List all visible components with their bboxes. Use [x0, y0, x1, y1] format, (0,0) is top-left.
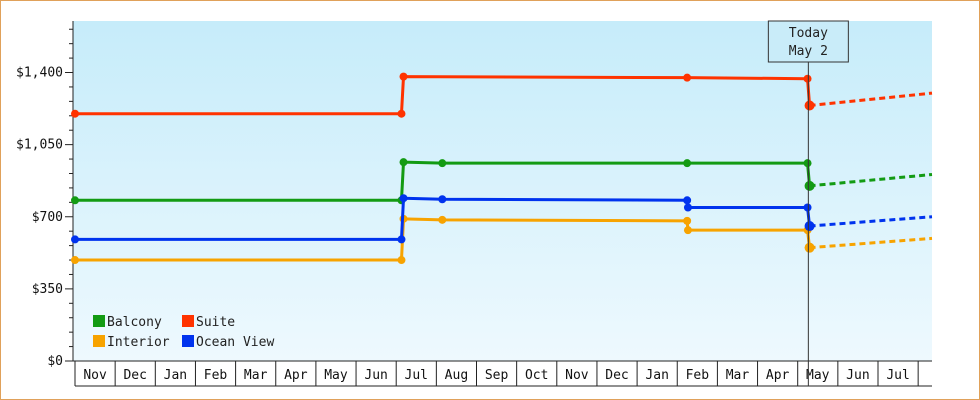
x-tick-label: Mar [244, 368, 268, 383]
data-point[interactable] [438, 195, 447, 204]
x-tick-label: Jun [364, 368, 387, 383]
y-tick-label: $700 [32, 210, 63, 225]
data-point[interactable] [803, 203, 812, 212]
legend-swatch [182, 315, 194, 327]
x-tick-label: Mar [726, 368, 750, 383]
legend-label: Balcony [107, 315, 162, 330]
legend: Balcony Suite Interior Ocean View [93, 315, 274, 350]
x-tick-label: Jul [886, 368, 909, 383]
series-forecast-line [809, 173, 933, 188]
x-axis: Nov Dec Jan Feb Mar Apr May Jun Jul Aug Sep Oct Nov D… [73, 360, 932, 387]
x-tick-label: Sep [485, 368, 509, 383]
data-point[interactable] [683, 73, 692, 82]
data-point[interactable] [804, 221, 815, 232]
today-marker: Today May 2 [767, 20, 849, 386]
data-point[interactable] [397, 256, 406, 265]
data-point[interactable] [71, 109, 79, 118]
legend-item[interactable]: Suite [182, 315, 235, 330]
x-tick-label: Dec [605, 368, 628, 383]
x-tick-label: Nov [565, 368, 589, 383]
x-tick-label: Apr [766, 368, 790, 383]
data-point[interactable] [683, 159, 692, 168]
x-tick-label: Jun [846, 368, 869, 383]
data-point[interactable] [71, 196, 79, 205]
legend-label: Suite [196, 315, 235, 330]
data-point[interactable] [683, 203, 692, 212]
y-tick-label: $350 [32, 282, 63, 297]
x-tick-label: Feb [686, 368, 710, 383]
series-layer [71, 72, 933, 265]
x-tick-label: Apr [284, 368, 308, 383]
today-box [767, 20, 849, 63]
data-point[interactable] [803, 159, 812, 168]
x-tick-label: Jan [645, 368, 668, 383]
data-point[interactable] [438, 215, 447, 224]
y-axis: $0 $350 $700 $1,050 $1,400 [16, 21, 74, 369]
x-tick-label: Aug [445, 368, 468, 383]
data-point[interactable] [803, 74, 812, 83]
legend-item[interactable]: Interior [93, 335, 170, 350]
legend-swatch [182, 335, 194, 347]
x-tick-label: May [324, 368, 348, 383]
data-point[interactable] [804, 100, 815, 111]
series-line [75, 196, 812, 241]
series-forecast-line [809, 91, 933, 107]
data-point[interactable] [438, 159, 447, 168]
data-point[interactable] [397, 109, 406, 118]
series-line [75, 217, 812, 262]
y-tick-label: $1,400 [16, 66, 63, 81]
x-tick-label: Nov [83, 368, 107, 383]
data-point[interactable] [71, 256, 79, 265]
y-tick-label: $1,050 [16, 138, 63, 153]
data-point[interactable] [683, 226, 692, 235]
data-point[interactable] [399, 194, 408, 203]
y-tick-label: $0 [47, 354, 63, 369]
x-tick-label: Jul [405, 368, 428, 383]
series-ocean-view [71, 194, 933, 244]
x-tick-label: May [806, 368, 830, 383]
series-forecast-line [809, 215, 933, 228]
data-point[interactable] [804, 180, 815, 191]
legend-swatch [93, 335, 105, 347]
data-point[interactable] [683, 216, 692, 225]
data-point[interactable] [71, 235, 79, 244]
today-label: Today [789, 26, 828, 41]
x-tick-label: Feb [204, 368, 228, 383]
legend-item[interactable]: Ocean View [182, 335, 274, 350]
legend-item[interactable]: Balcony [93, 315, 162, 330]
x-tick-label: Oct [525, 368, 548, 383]
today-date: May 2 [789, 44, 828, 59]
data-point[interactable] [397, 235, 406, 244]
plot-area [73, 21, 932, 361]
data-point[interactable] [683, 196, 692, 205]
x-tick-label: Dec [123, 368, 146, 383]
legend-swatch [93, 315, 105, 327]
legend-label: Interior [107, 335, 170, 350]
data-point[interactable] [399, 72, 408, 81]
data-point[interactable] [399, 158, 408, 167]
data-point[interactable] [804, 242, 815, 253]
x-tick-label: Jan [164, 368, 187, 383]
series-forecast-line [809, 236, 933, 250]
legend-label: Ocean View [196, 335, 274, 350]
